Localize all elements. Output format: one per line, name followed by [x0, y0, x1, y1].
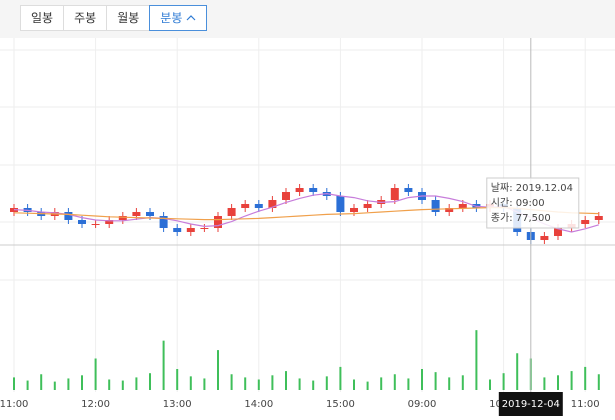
candle-body: [159, 216, 168, 228]
volume-bar: [108, 379, 111, 390]
volume-bar: [244, 377, 247, 390]
candle-body: [146, 212, 154, 216]
candle-body: [581, 220, 590, 224]
tab-label: 일봉: [31, 11, 54, 25]
candle-body: [200, 228, 209, 229]
volume-bar: [597, 374, 600, 390]
tab-label: 분봉: [160, 11, 183, 25]
candle-body: [404, 188, 413, 192]
candle-body: [118, 216, 127, 220]
candle-body: [540, 236, 549, 240]
volume-bar: [217, 350, 219, 390]
crosshair-date: 2019-12-04: [502, 399, 560, 410]
period-tab[interactable]: 일봉: [20, 5, 65, 31]
volume-bar: [312, 380, 315, 390]
volume-bar: [448, 377, 451, 390]
volume-bar: [461, 375, 464, 390]
candle-body: [390, 188, 399, 200]
volume-bar: [366, 381, 369, 390]
candle-body: [336, 196, 345, 212]
candle-body: [431, 200, 440, 212]
x-tick-label: 14:00: [244, 399, 273, 410]
volume-bar: [176, 369, 179, 390]
volume-bar: [502, 373, 505, 390]
candle-body: [295, 188, 304, 192]
volume-bar: [434, 372, 437, 390]
volume-bar: [94, 358, 97, 390]
volume-bar: [121, 380, 124, 390]
volume-bar: [149, 373, 151, 390]
tooltip-text: 시간: 09:00: [491, 197, 545, 209]
period-tab[interactable]: 분봉: [149, 5, 208, 31]
volume-bar: [67, 378, 70, 390]
candle-body: [282, 192, 290, 200]
volume-bar: [81, 375, 83, 390]
candle-body: [458, 204, 467, 208]
chevron-up-icon: [186, 15, 196, 21]
x-tick-label: 09:00: [408, 399, 437, 410]
volume-bar: [189, 376, 192, 390]
candle-body: [227, 208, 236, 216]
tooltip-text: 종가: 77,500: [491, 212, 551, 224]
volume-bar: [339, 366, 342, 390]
candle-body: [105, 220, 114, 224]
candle-body: [350, 208, 358, 212]
volume-bar: [516, 353, 519, 390]
volume-bar: [475, 330, 478, 390]
candle-body: [445, 208, 454, 212]
tab-label: 월봉: [117, 11, 140, 25]
candle-body: [214, 216, 222, 228]
candle-body: [309, 188, 318, 192]
volume-bar: [203, 378, 206, 390]
candle-body: [268, 200, 277, 208]
x-tick-label: 12:00: [81, 399, 110, 410]
candle-body: [91, 224, 100, 225]
candle-body: [363, 204, 372, 208]
candle-body: [254, 204, 263, 208]
volume-bar: [298, 378, 301, 390]
volume-bar: [421, 369, 423, 390]
candle-body: [594, 216, 603, 220]
volume-bar: [380, 377, 383, 390]
x-tick-label: 11:00: [571, 399, 600, 410]
volume-bar: [26, 380, 29, 390]
volume-bar: [13, 377, 15, 390]
volume-bar: [407, 378, 410, 390]
period-tab[interactable]: 주봉: [63, 5, 108, 31]
crosshair-date-box: [498, 392, 563, 416]
volume-bar: [257, 379, 260, 390]
tooltip-text: 날짜: 2019.12.04: [491, 182, 573, 194]
candle-body: [241, 204, 250, 208]
x-tick-label: 13:00: [163, 399, 192, 410]
volume-bar: [271, 375, 274, 390]
volume-bar: [325, 376, 328, 390]
volume-bar: [557, 375, 559, 390]
period-tab[interactable]: 월봉: [106, 5, 151, 31]
tooltip-box: [486, 177, 580, 229]
volume-bar: [570, 371, 573, 390]
volume-bar: [489, 379, 491, 390]
x-tick-label: 15:00: [326, 399, 355, 410]
volume-bar: [393, 374, 396, 390]
volume-bar: [162, 340, 165, 390]
volume-bar: [543, 377, 546, 390]
volume-bar: [584, 366, 587, 390]
volume-bar: [53, 381, 56, 390]
volume-bar: [40, 374, 43, 390]
candle-body: [186, 228, 195, 232]
candle-body: [173, 228, 182, 232]
volume-bar: [353, 379, 355, 390]
volume-bar: [135, 377, 138, 390]
candle-body: [78, 220, 86, 224]
period-tabs: 일봉 주봉 월봉 분봉: [20, 5, 208, 31]
candle-body: [132, 212, 141, 216]
volume-bar: [285, 371, 287, 390]
x-tick-label: 11:00: [0, 399, 28, 410]
tab-label: 주봉: [74, 11, 97, 25]
candle-body: [554, 228, 562, 236]
candle-body: [64, 212, 73, 220]
volume-bar: [230, 374, 233, 390]
